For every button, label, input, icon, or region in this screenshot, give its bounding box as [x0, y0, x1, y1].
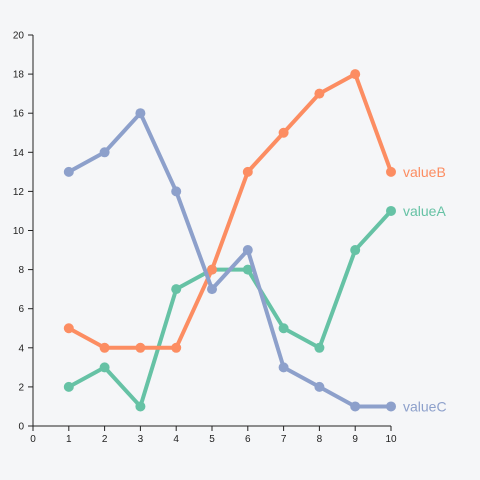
data-point-valueB: [386, 166, 396, 177]
data-point-valueC: [63, 166, 74, 177]
y-tick-label: 14: [13, 148, 25, 159]
data-point-valueC: [386, 401, 396, 412]
data-point-valueA: [135, 401, 146, 412]
data-point-valueA: [350, 245, 361, 256]
series-label-valueA: valueA: [403, 203, 446, 219]
x-tick-label: 6: [245, 434, 251, 445]
series-line-valueA: [66, 208, 393, 409]
data-point-valueC: [242, 245, 253, 256]
series-layer: [63, 69, 396, 412]
data-point-valueC: [99, 147, 110, 158]
data-point-valueA: [99, 362, 110, 373]
data-point-valueA: [171, 284, 182, 295]
series-line-valueB: [66, 72, 393, 350]
data-point-valueB: [171, 342, 182, 353]
series-valueC: [63, 108, 396, 412]
x-tick-label: 4: [173, 434, 179, 445]
series-label-valueB: valueB: [403, 164, 446, 180]
series-valueA: [63, 205, 396, 412]
y-tick-label: 18: [13, 70, 25, 81]
series-line-valueC: [66, 111, 393, 409]
y-tick-label: 4: [18, 343, 24, 354]
y-tick-label: 0: [18, 422, 24, 433]
data-point-valueB: [350, 69, 361, 80]
data-point-valueA: [242, 264, 253, 275]
data-point-valueA: [63, 381, 74, 392]
data-point-valueB: [135, 342, 146, 353]
data-point-valueC: [135, 108, 146, 119]
data-point-valueA: [278, 323, 289, 334]
x-tick-label: 1: [66, 434, 72, 445]
y-tick-label: 12: [13, 187, 25, 198]
x-tick-label: 8: [317, 434, 323, 445]
y-tick-label: 20: [13, 31, 25, 42]
y-tick-label: 6: [18, 304, 24, 315]
data-point-valueC: [171, 186, 182, 197]
data-point-valueC: [314, 381, 325, 392]
x-tick-label: 10: [385, 434, 397, 445]
data-point-valueB: [314, 88, 325, 99]
series-labels: valueA valueB valueC: [403, 164, 447, 415]
series-valueB: [63, 69, 396, 353]
y-tick-label: 2: [18, 382, 24, 393]
data-point-valueC: [278, 362, 289, 373]
x-tick-label: 5: [209, 434, 215, 445]
data-point-valueB: [99, 342, 110, 353]
data-point-valueC: [207, 284, 217, 295]
data-point-valueB: [63, 323, 74, 334]
series-label-valueC: valueC: [403, 398, 447, 414]
data-point-valueA: [386, 205, 396, 216]
x-tick-label: 3: [138, 434, 144, 445]
data-point-valueA: [314, 342, 325, 353]
data-point-valueB: [242, 166, 253, 177]
data-point-valueB: [278, 127, 289, 138]
x-tick-label: 9: [352, 434, 358, 445]
data-point-valueB: [207, 264, 217, 275]
x-tick-label: 0: [30, 434, 36, 445]
data-point-valueC: [350, 401, 361, 412]
y-tick-label: 10: [13, 226, 25, 237]
x-tick-label: 2: [102, 434, 108, 445]
y-tick-label: 8: [18, 265, 24, 276]
y-tick-label: 16: [13, 109, 25, 120]
x-tick-label: 7: [281, 434, 287, 445]
